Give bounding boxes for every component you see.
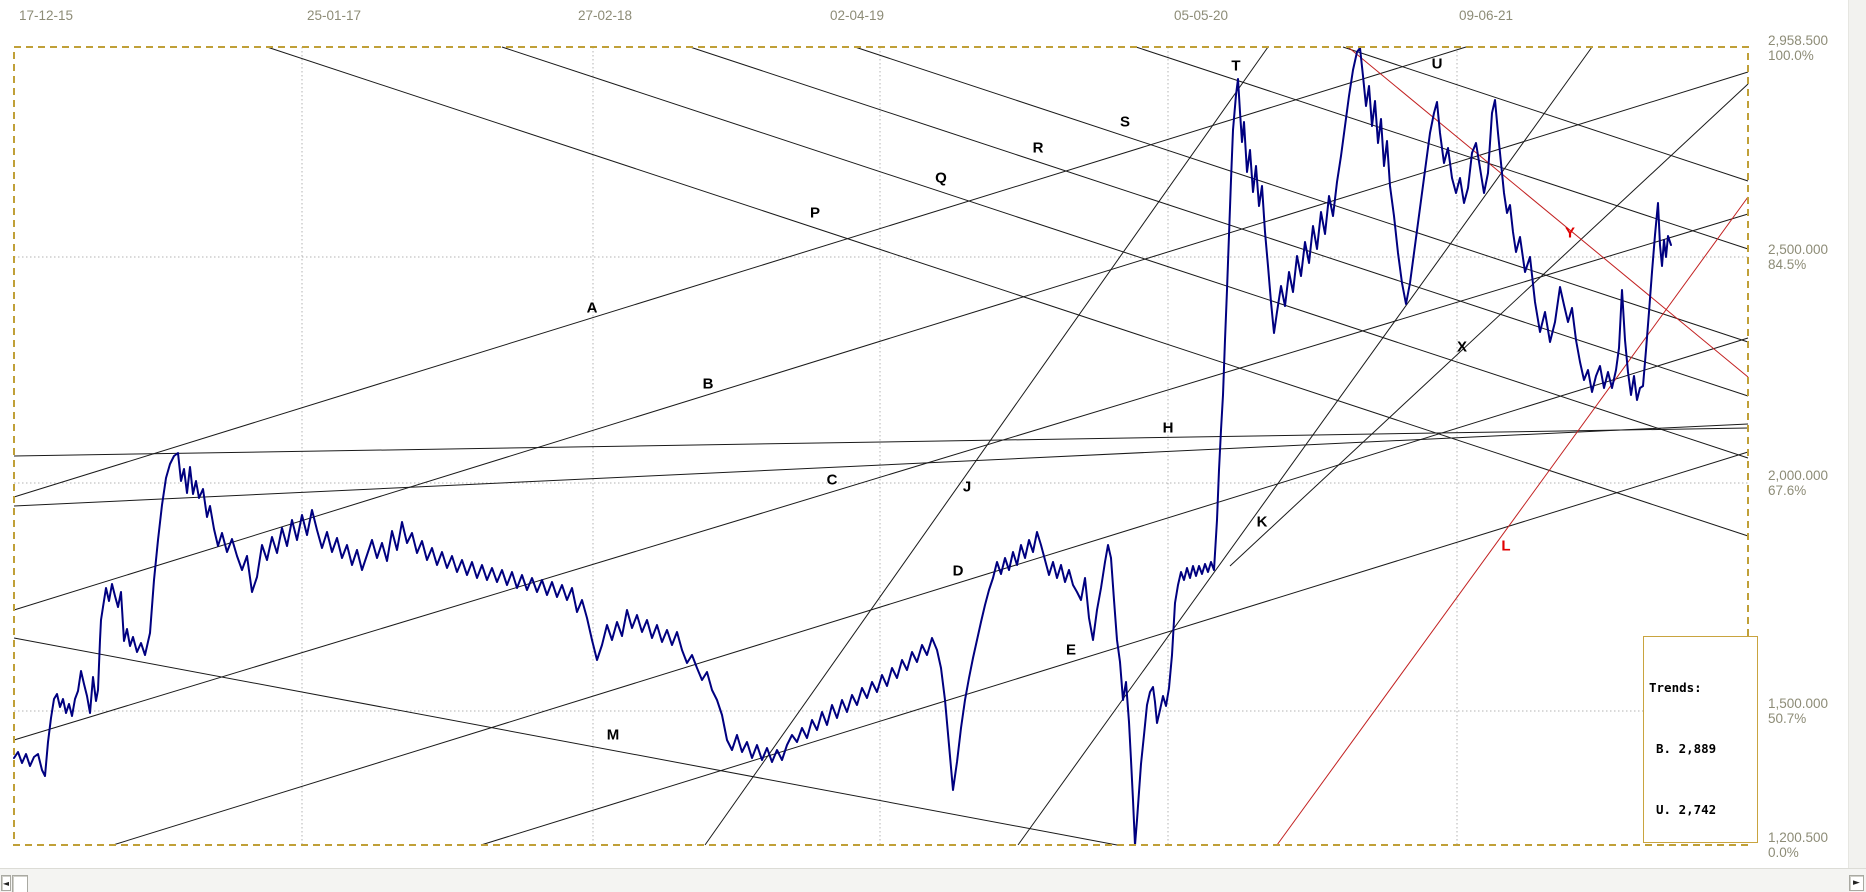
trend-label-L: L [1501, 538, 1510, 555]
price-tick-label: 2,500.000 84.5% [1768, 242, 1860, 272]
trend-line-S[interactable] [854, 46, 1749, 343]
price-tick-percent: 84.5% [1768, 257, 1807, 272]
price-tick-value: 1,500.000 [1768, 696, 1829, 711]
price-tick-value: 1,200.500 [1768, 830, 1829, 845]
price-tick-percent: 100.0% [1768, 48, 1814, 63]
price-tick-value: 2,000.000 [1768, 468, 1829, 483]
trend-label-Y: Y [1565, 225, 1575, 242]
plot-border [13, 46, 1749, 846]
price-line [13, 47, 1672, 846]
trend-label-M: M [607, 727, 620, 744]
right-margin [1848, 0, 1866, 868]
price-tick-label: 1,200.500 0.0% [1768, 830, 1860, 860]
trend-label-A: A [587, 300, 598, 317]
trend-line-Q[interactable] [501, 46, 1749, 459]
price-tick-percent: 50.7% [1768, 711, 1807, 726]
scroll-left-button[interactable]: ◄ [1, 875, 11, 891]
trend-label-C: C [827, 472, 838, 489]
left-arrow-icon: ◄ [2, 878, 10, 888]
trend-line-J[interactable] [704, 46, 1269, 846]
date-tick-label: 17-12-15 [18, 8, 74, 23]
trend-line-X[interactable] [1229, 83, 1749, 567]
price-tick-value: 2,500.000 [1768, 242, 1829, 257]
date-tick-label: 05-05-20 [1173, 8, 1229, 23]
trend-line-H2[interactable] [13, 423, 1749, 507]
trend-line-Y[interactable] [1347, 46, 1749, 378]
trend-line-K[interactable] [1017, 46, 1593, 846]
trend-label-H: H [1163, 420, 1174, 437]
trend-line-E[interactable] [480, 451, 1749, 846]
price-tick-percent: 0.0% [1768, 845, 1799, 860]
trend-line-C[interactable] [13, 213, 1749, 741]
date-tick-label: 02-04-19 [829, 8, 885, 23]
trend-label-S: S [1120, 114, 1130, 131]
trend-line-M[interactable] [13, 637, 1118, 846]
right-arrow-icon: ► [1853, 877, 1860, 888]
trend-line-D[interactable] [112, 337, 1749, 846]
trend-label-T: T [1231, 58, 1240, 75]
scroll-right-button[interactable]: ► [1849, 875, 1864, 891]
chart-svg: A B C D E H J K M P Q R S T U X Y L [13, 46, 1749, 846]
trend-label-D: D [953, 563, 964, 580]
price-tick-label: 1,500.000 50.7% [1768, 696, 1860, 726]
trend-line-A[interactable] [13, 46, 1467, 498]
trend-label-K: K [1257, 514, 1268, 531]
trends-panel: Trends: B. 2,889 U. 2,742 T. 2,593 C. 2,… [1643, 636, 1758, 843]
trend-line-P[interactable] [266, 46, 1749, 537]
date-tick-label: 27-02-18 [577, 8, 633, 23]
trend-line-R[interactable] [689, 46, 1749, 397]
trend-label-U: U [1432, 56, 1443, 73]
trend-label-J: J [963, 479, 971, 496]
price-tick-value: 2,958.500 [1768, 33, 1829, 48]
date-tick-label: 09-06-21 [1458, 8, 1514, 23]
trend-value-U: U. 2,742 [1656, 802, 1717, 818]
trends-title: Trends: [1649, 679, 1702, 695]
trend-value-B: B. 2,889 [1656, 741, 1717, 757]
trend-label-E: E [1066, 642, 1076, 659]
price-tick-percent: 67.6% [1768, 483, 1807, 498]
trend-label-P: P [810, 205, 820, 222]
trend-line-L[interactable] [1276, 196, 1749, 846]
trend-line-U[interactable] [1342, 46, 1749, 182]
price-tick-label: 2,000.000 67.6% [1768, 468, 1860, 498]
trend-label-Q: Q [935, 170, 947, 187]
scrollbar-thumb[interactable] [12, 875, 28, 892]
horizontal-scrollbar[interactable]: ◄ ► [0, 868, 1866, 892]
trend-line-B[interactable] [13, 71, 1749, 611]
trend-label-B: B [703, 376, 714, 393]
price-tick-label: 2,958.500 100.0% [1768, 33, 1860, 63]
trend-label-X: X [1457, 339, 1467, 356]
trend-label-R: R [1033, 140, 1044, 157]
date-tick-label: 25-01-17 [306, 8, 362, 23]
trend-line-H[interactable] [13, 427, 1749, 457]
